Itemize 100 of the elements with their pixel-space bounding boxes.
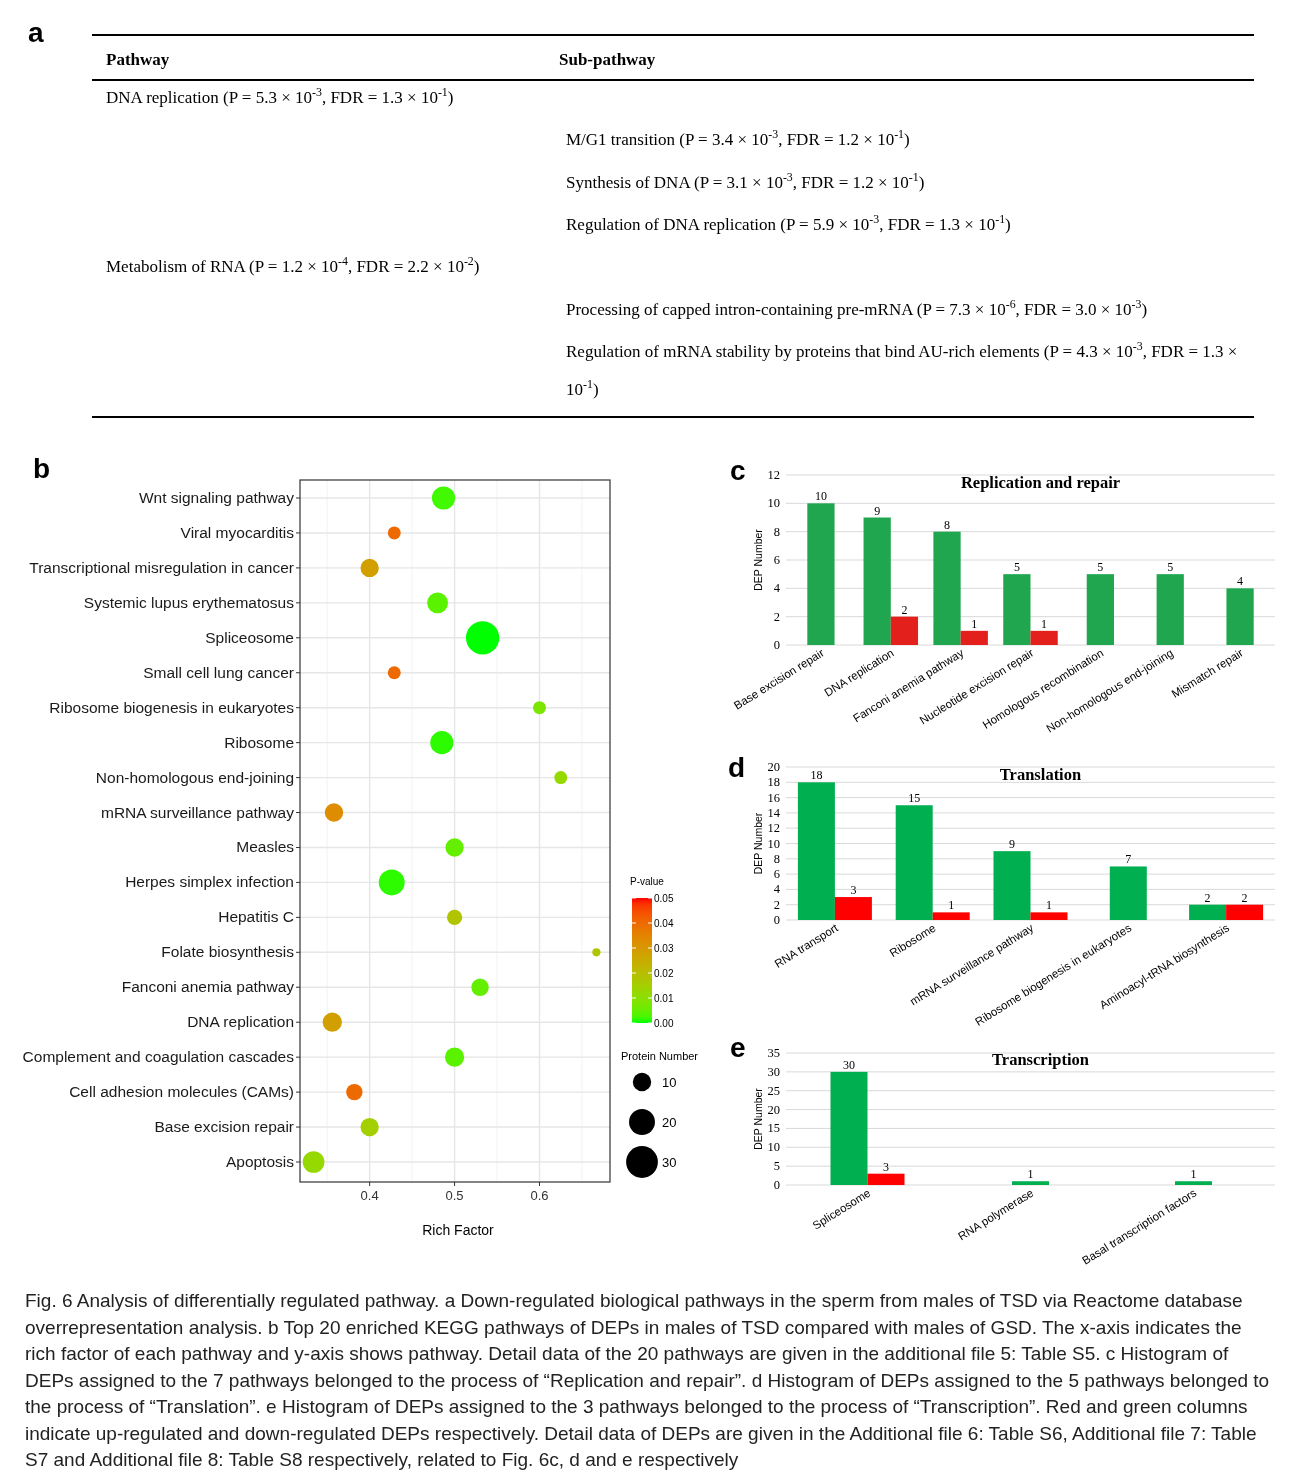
- x-axis-title: Rich Factor: [422, 1222, 495, 1238]
- bar: [830, 1071, 868, 1185]
- category-label: Sub-pathway: [559, 50, 656, 69]
- color-bar-label: 0.02: [654, 968, 674, 979]
- y-tick-label: 4: [773, 882, 781, 897]
- text: b: [33, 453, 51, 484]
- y-tick-label: Viral myocarditis: [180, 523, 295, 541]
- data-label: 15: [908, 791, 921, 806]
- text: d: [728, 752, 746, 783]
- text: a: [28, 17, 44, 48]
- data-label: 1: [1190, 1167, 1197, 1182]
- color-bar-label: 0.04: [654, 918, 674, 929]
- legend-label: 20: [662, 1115, 677, 1130]
- data-label: 3: [850, 883, 857, 898]
- data-label: 1: [1046, 898, 1052, 913]
- y-tick-label: Fanconi anemia pathway: [121, 978, 295, 996]
- bar: [993, 851, 1031, 920]
- y-tick-label: Ribosome: [224, 733, 294, 751]
- y-tick-label: 2: [773, 897, 780, 912]
- y-tick-label: 12: [767, 821, 780, 836]
- y-tick-label: DNA replication: [187, 1013, 294, 1031]
- y-tick-label: 15: [767, 1121, 780, 1136]
- chart-title: Translation: [999, 765, 1082, 784]
- text: DNA replication (P = 5.3 × 10$^{-3}$, FDR = 1.3 × 10$^{-1}$): [106, 85, 454, 107]
- bar: [895, 805, 933, 920]
- text: e: [730, 1032, 746, 1063]
- y-tick-label: Small cell lung cancer: [143, 663, 294, 681]
- data-label: 1: [971, 616, 978, 631]
- color-bar-label: 0.03: [654, 943, 674, 954]
- data-label: 1: [1041, 616, 1048, 631]
- y-tick-label: 14: [767, 805, 781, 820]
- y-tick-label: 0: [773, 638, 780, 652]
- y-tick-label: Complement and coagulation cascades: [22, 1048, 295, 1066]
- y-tick-label: Systemic lupus erythematosus: [83, 593, 295, 611]
- data-label: 1: [948, 898, 955, 913]
- y-tick-label: 30: [767, 1064, 780, 1079]
- y-tick-label: Base excision repair: [154, 1118, 294, 1136]
- data-label: 7: [1125, 852, 1132, 867]
- y-tick-label: Folate biosynthesis: [161, 943, 295, 961]
- chart-title: Replication and repair: [960, 473, 1121, 492]
- data-label: 8: [944, 517, 951, 532]
- text: Processing of capped intron-containing pre-mRNA (P = 7.3 × 10$^{-6}$, FDR = 3.0 × 10$^{-3}$): [566, 296, 1148, 319]
- y-tick-label: 2: [773, 609, 780, 624]
- y-tick-label: 5: [773, 1159, 780, 1174]
- color-bar-label: 0.05: [654, 893, 674, 904]
- text: Metabolism of RNA (P = 1.2 × 10$^{-4}$, FDR = 2.2 × 10$^{-2}$): [106, 254, 480, 277]
- y-tick-label: Cell adhesion molecules (CAMs): [69, 1083, 294, 1101]
- bar: [797, 782, 835, 920]
- y-tick-label: 10: [767, 836, 780, 851]
- y-tick-label: mRNA surveillance pathway: [101, 803, 295, 821]
- data-label: 10: [814, 489, 827, 504]
- color-bar-label: 0.00: [654, 1018, 674, 1029]
- bar: [1226, 904, 1264, 920]
- bar: [1030, 912, 1068, 920]
- data-label: 5: [1097, 560, 1104, 575]
- caption: Fig. 6 Analysis of differentially regulated pathway. a Down-regulated biological pathways in the sperm from males of TSD via Reactome database overrepresentation analysis. b Top 20 enriched KEGG pathways of DEPs in males of TSD compared with males of GSD. The x-axis indicates the rich factor of each pathway and y-axis shows pathway. Detail data of the 20 pathways are given in the additional file 5: Table S5. c Histogram of DEPs assigned to the 7 pathways belonged to the process of “Replication and repair”. d Histogram of DEPs assigned to the 5 pathways belonged to the process of “Translation”. e Histogram of DEPs assigned to the 3 pathways belonged to the process of “Transcription”. Red and green columns indicate up-regulated and down-regulated DEPs respectively. Detail data of DEPs are given in the Additional file 6: Table S6, Additional file 7: Table S7 and Additional file 8: Table S8 respectively, related to Fig. 6c, d and e respectively: [25, 1290, 1270, 1470]
- y-tick-label: 10: [767, 1140, 780, 1155]
- data-label: 5: [1013, 560, 1020, 575]
- color-bar-label: 0.01: [654, 993, 674, 1004]
- y-tick-label: 12: [767, 468, 780, 482]
- y-tick-label: 20: [767, 760, 780, 774]
- y-axis-title: DEP Number: [752, 528, 764, 591]
- category-label: Pathway: [106, 50, 170, 69]
- data-label: 1: [1027, 1167, 1034, 1182]
- y-tick-label: Hepatitis C: [218, 908, 294, 926]
- text: Regulation of DNA replication (P = 5.9 × 10$^{-3}$, FDR = 1.3 × 10$^{-1}$): [566, 211, 1011, 234]
- y-axis-title: DEP Number: [752, 812, 764, 875]
- y-axis-title: DEP Number: [752, 1087, 764, 1150]
- y-tick-label: 0: [773, 1178, 780, 1192]
- data-label: 30: [843, 1057, 855, 1072]
- y-tick-label: Herpes simplex infection: [125, 873, 294, 891]
- y-tick-label: Apoptosis: [225, 1153, 295, 1170]
- bar: [867, 1173, 905, 1185]
- bar: [834, 897, 872, 920]
- y-tick-label: 18: [767, 775, 780, 790]
- y-tick-label: 8: [773, 524, 780, 539]
- y-tick-label: Wnt signaling pathway: [138, 489, 295, 506]
- y-tick-label: 4: [773, 581, 781, 596]
- data-label: 9: [874, 503, 881, 518]
- y-tick-label: Non-homologous end-joining: [95, 768, 294, 786]
- y-tick-label: Spliceosome: [205, 628, 294, 646]
- data-label: 3: [883, 1159, 889, 1174]
- data-label: 2: [1204, 890, 1211, 905]
- y-tick-label: 16: [767, 790, 780, 805]
- legend-label: 30: [662, 1155, 677, 1170]
- y-tick-label: 6: [773, 867, 780, 882]
- y-tick-label: 35: [767, 1046, 780, 1060]
- text: M/G1 transition (P = 3.4 × 10$^{-3}$, FDR = 1.2 × 10$^{-1}$): [566, 127, 910, 150]
- legend-title: Protein Number: [621, 1050, 699, 1062]
- legend-label: 10: [662, 1075, 677, 1090]
- y-tick-label: 8: [773, 851, 780, 866]
- text: Regulation of mRNA stability by proteins that bind AU-rich elements (P = 4.3 × 10$^{-3}$, FDR = 1.3 × 10$^{-1}$): [566, 338, 1238, 399]
- bar: [932, 912, 970, 920]
- y-tick-label: Transcriptional misregulation in cancer: [29, 558, 294, 576]
- bar: [1189, 904, 1227, 920]
- data-label: 2: [901, 602, 908, 617]
- chart-title: Transcription: [992, 1050, 1089, 1069]
- data-label: 9: [1009, 837, 1015, 852]
- y-tick-label: 10: [767, 496, 780, 511]
- data-label: 5: [1167, 560, 1174, 575]
